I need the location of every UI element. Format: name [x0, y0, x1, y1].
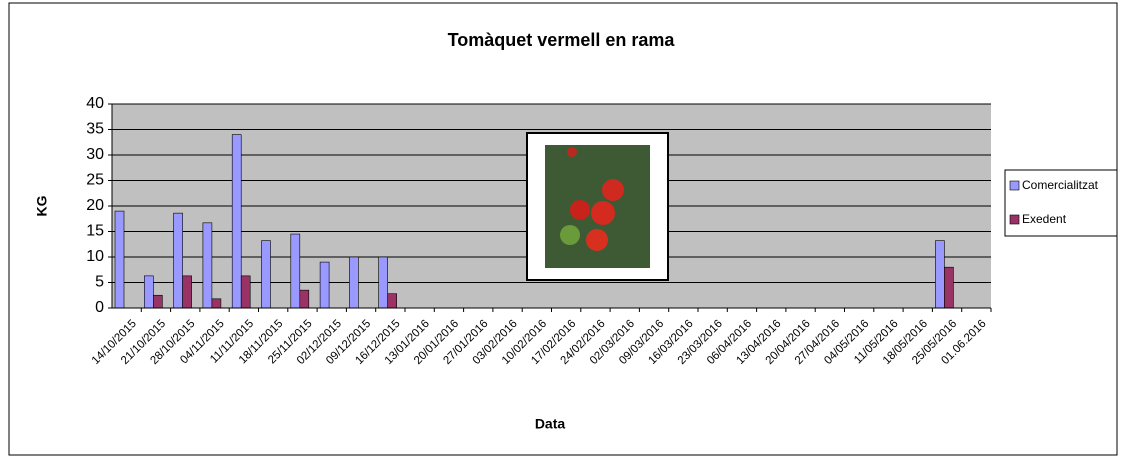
- legend-label: Exedent: [1022, 212, 1067, 226]
- y-tick-label: 0: [95, 299, 104, 316]
- chart-title: Tomàquet vermell en rama: [448, 30, 676, 50]
- bar: [211, 298, 222, 309]
- legend: [1004, 169, 1118, 237]
- bar: [349, 256, 359, 309]
- y-tick-label: 20: [86, 197, 104, 214]
- legend-swatch: [1009, 180, 1020, 191]
- bar: [144, 275, 154, 309]
- y-tick-label: 5: [95, 274, 104, 291]
- bar: [153, 294, 163, 309]
- legend-label: Comercialitzat: [1022, 178, 1099, 192]
- bar: [182, 275, 192, 309]
- y-tick-label: 35: [86, 121, 104, 138]
- x-axis-title: Data: [535, 416, 566, 432]
- bar: [387, 293, 398, 309]
- bar: [299, 289, 310, 309]
- legend-swatch: [1009, 214, 1020, 225]
- y-tick-label: 40: [86, 95, 104, 112]
- photo: [526, 132, 669, 281]
- bar: [261, 240, 271, 309]
- bar: [378, 256, 389, 309]
- y-axis-title: KG: [34, 195, 50, 216]
- bar: [114, 210, 125, 309]
- bar: [202, 222, 213, 309]
- bar: [240, 275, 251, 309]
- bar: [319, 261, 330, 309]
- y-tick-label: 15: [86, 223, 104, 240]
- bar: [173, 212, 183, 309]
- y-tick-label: 25: [86, 172, 104, 189]
- y-tick-label: 10: [86, 248, 104, 265]
- bar: [944, 266, 954, 309]
- bar: [935, 240, 945, 309]
- bar: [231, 134, 242, 309]
- y-tick-label: 30: [86, 146, 104, 163]
- bar: [290, 233, 301, 309]
